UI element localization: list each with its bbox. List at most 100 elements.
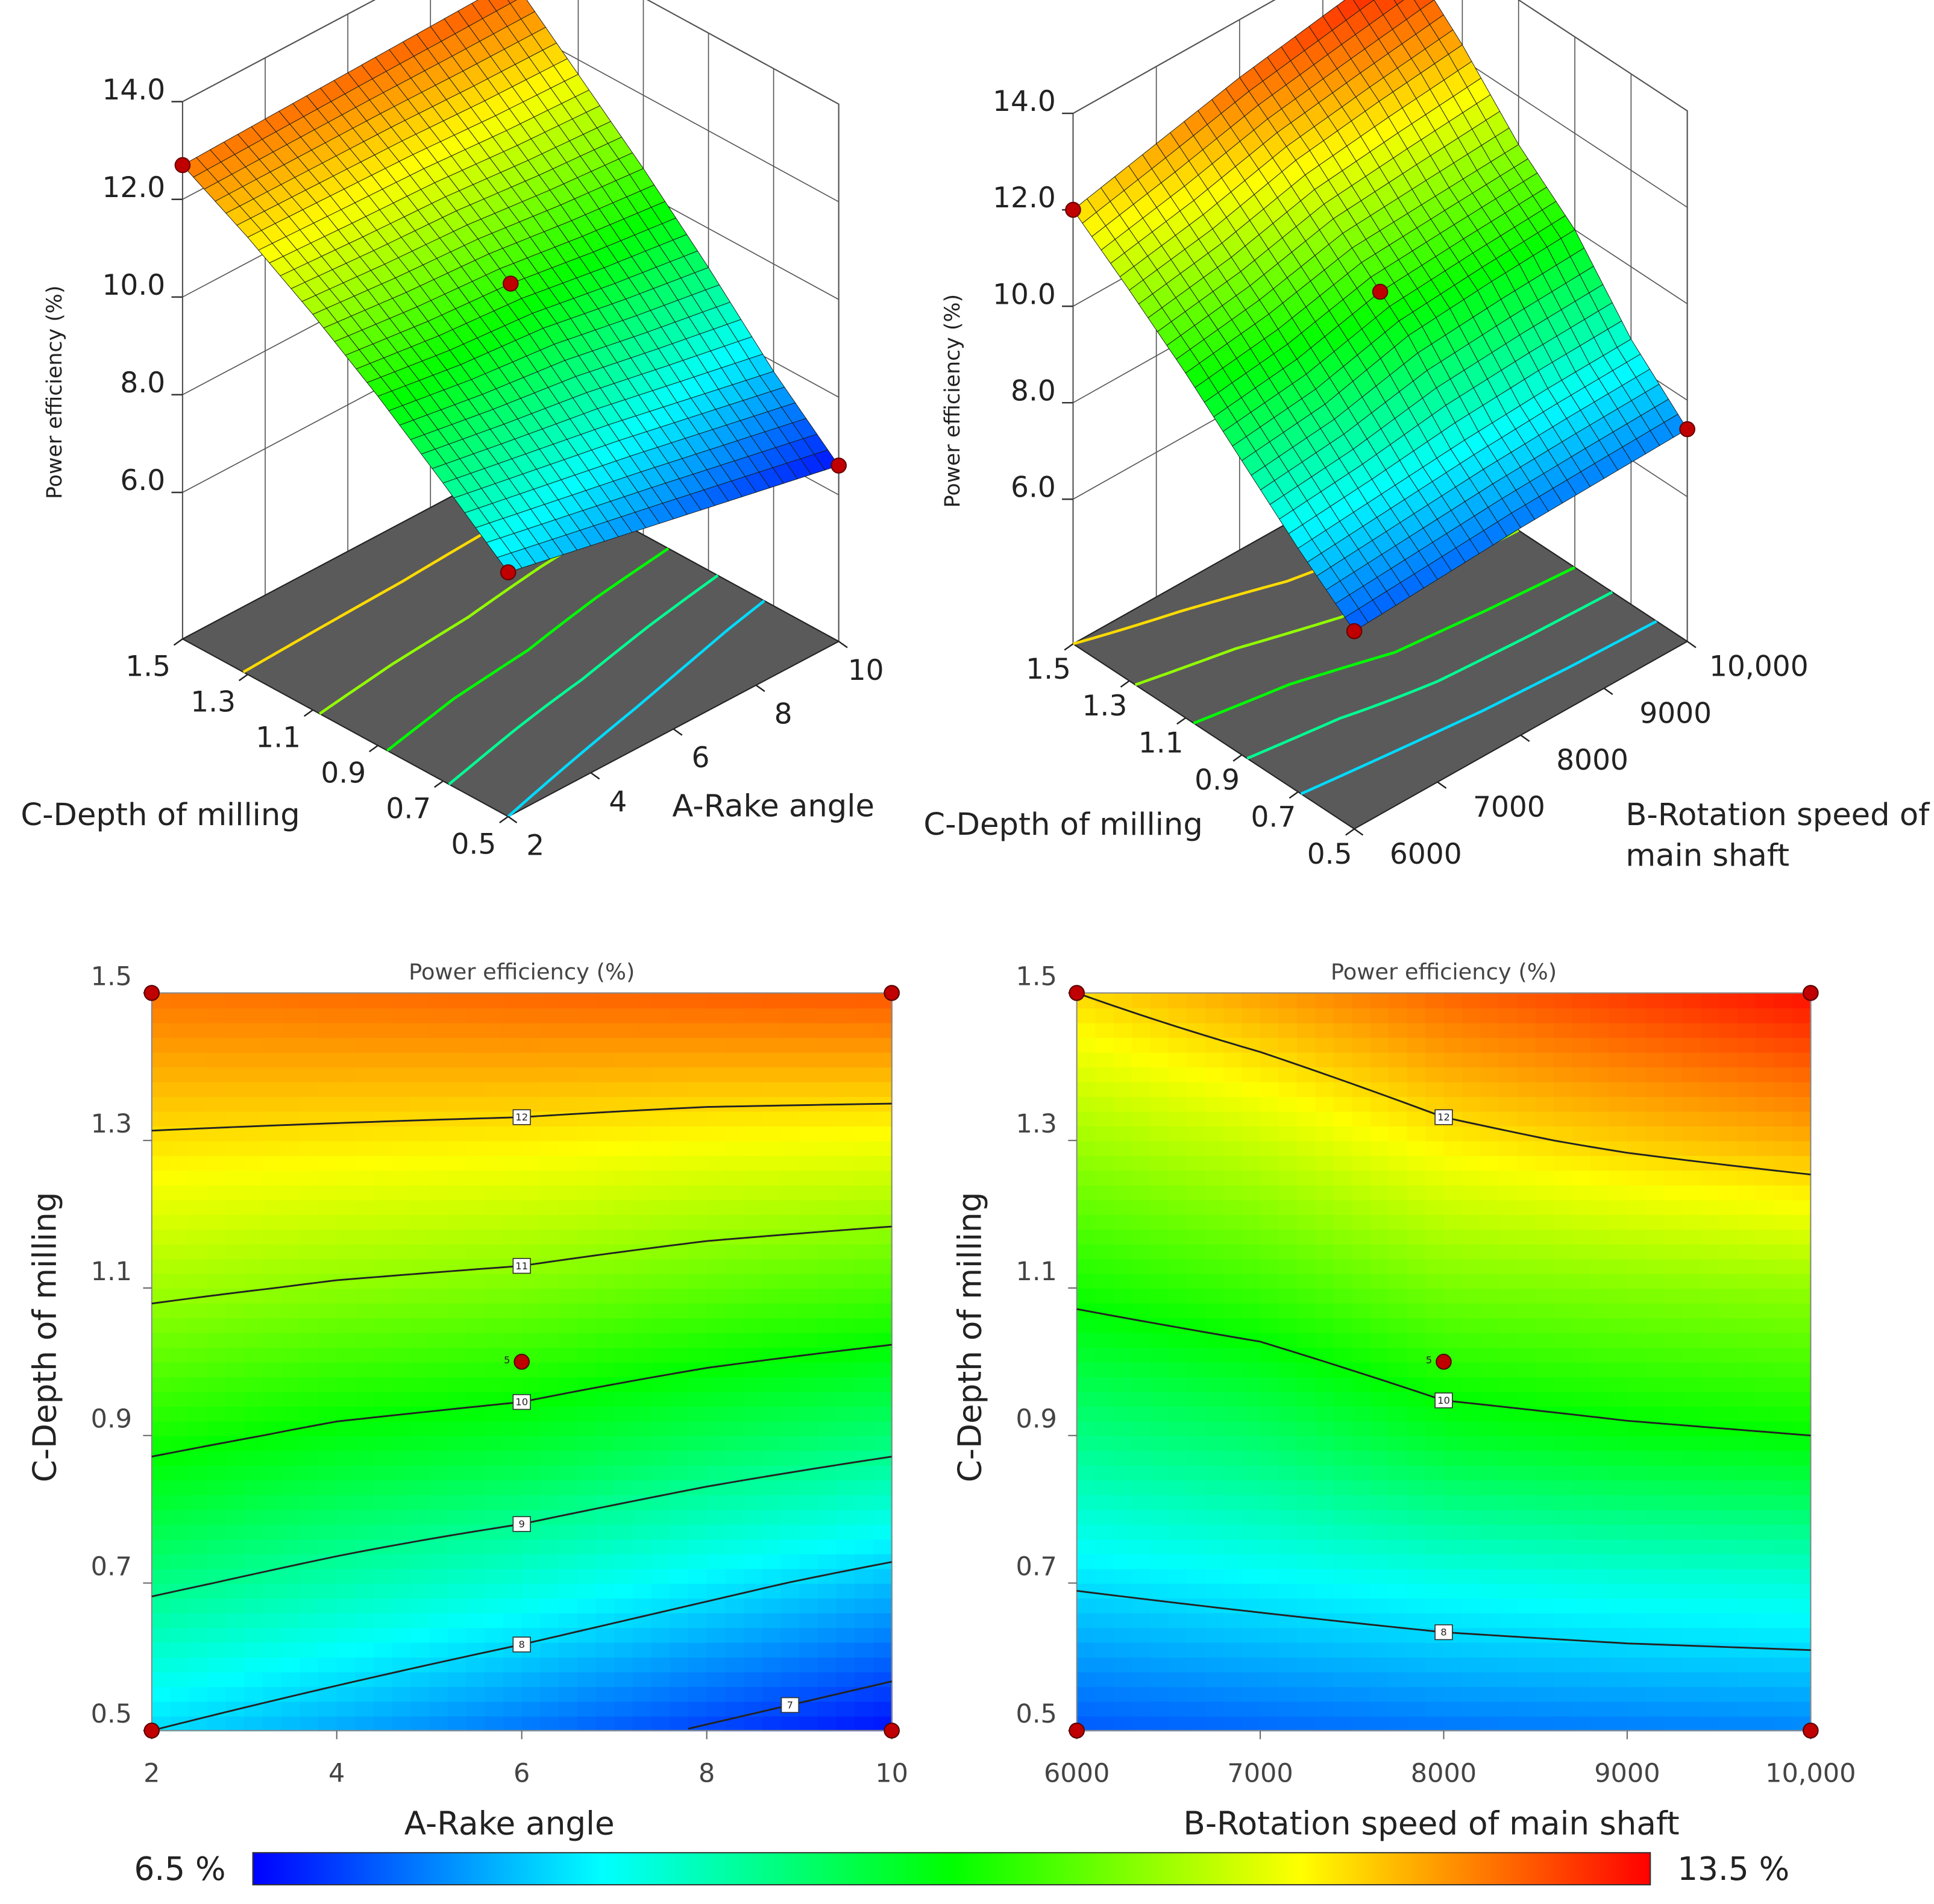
heat-cell: [1095, 1539, 1114, 1554]
heat-cell: [1389, 1642, 1408, 1658]
heat-cell: [225, 1066, 245, 1082]
heat-cell: [207, 1465, 227, 1481]
heat-cell: [1609, 1346, 1628, 1363]
surface-patch: [507, 0, 517, 4]
heat-cell: [1498, 1539, 1518, 1554]
design-point: [1346, 623, 1363, 639]
contour-label: 9: [518, 1518, 524, 1530]
contour-label: 7: [787, 1699, 793, 1711]
heat-cell: [1590, 1715, 1610, 1732]
heat-cell: [1645, 1465, 1665, 1481]
heat-cell: [485, 1583, 504, 1599]
heat-cell: [1315, 1317, 1335, 1333]
heat-cell: [1168, 1509, 1188, 1525]
heat-cell: [1737, 1671, 1757, 1688]
heat-cell: [1645, 1627, 1665, 1643]
heat-cell: [355, 1509, 375, 1525]
heat-cell: [1498, 1465, 1518, 1481]
heat-cell: [595, 1362, 615, 1378]
heat-cell: [799, 1332, 819, 1348]
heat-cell: [1205, 1627, 1225, 1643]
heat-cell: [1242, 1671, 1261, 1688]
heat-cell: [1498, 1480, 1518, 1495]
heat-cell: [1242, 1406, 1261, 1422]
heat-cell: [1407, 1701, 1427, 1717]
heat-cell: [170, 1376, 190, 1392]
heat-cell: [410, 1642, 430, 1658]
heat-cell: [670, 1184, 689, 1201]
heat-cell: [1315, 1715, 1335, 1732]
heat-cell: [744, 1480, 764, 1495]
heat-cell: [706, 1435, 726, 1451]
heat-cell: [1296, 1656, 1316, 1673]
heat-cell: [151, 1480, 171, 1495]
heat-cell: [540, 1627, 560, 1643]
heat-cell: [540, 1273, 560, 1289]
heat-cell: [1242, 1273, 1261, 1289]
heat-cell: [207, 1184, 227, 1201]
heat-cell: [1535, 1480, 1555, 1495]
heat-cell: [300, 1406, 319, 1422]
heat-cell: [1131, 1435, 1151, 1451]
heat-cell: [651, 1686, 671, 1702]
heat-cell: [485, 1155, 504, 1171]
heat-cell: [540, 1435, 560, 1451]
heat-cell: [466, 1214, 486, 1230]
heat-cell: [392, 1568, 412, 1584]
heat-cell: [1792, 1332, 1812, 1348]
heat-cell: [1554, 1465, 1573, 1481]
heat-cell: [1461, 1553, 1481, 1569]
heat-cell: [318, 993, 338, 1009]
heat-cell: [817, 1597, 837, 1613]
heat-cell: [1095, 1421, 1114, 1436]
heat-cell: [1370, 1671, 1390, 1688]
heat-cell: [799, 993, 819, 1009]
heat-cell: [1223, 1214, 1243, 1230]
heat-cell: [1389, 1376, 1408, 1392]
heat-cell: [1535, 1376, 1555, 1392]
heat-cell: [725, 1022, 745, 1038]
heat-cell: [1315, 1258, 1335, 1274]
heat-cell: [355, 1524, 375, 1540]
heat-cell: [1425, 1539, 1445, 1554]
heat-cell: [355, 1332, 375, 1348]
heat-cell: [1498, 1346, 1518, 1363]
heat-cell: [1572, 1701, 1592, 1717]
heat-cell: [1535, 1406, 1555, 1422]
heat-cell: [151, 1509, 171, 1525]
heat-cell: [151, 1332, 171, 1348]
heat-cell: [1131, 1302, 1151, 1319]
heat-cell: [1370, 1391, 1390, 1407]
heat-cell: [485, 1656, 504, 1673]
heat-cell: [355, 1037, 375, 1053]
heat-cell: [540, 1686, 560, 1702]
heat-cell: [706, 1081, 726, 1098]
heat-cell: [466, 1155, 486, 1171]
heat-cell: [1296, 1287, 1316, 1304]
heat-cell: [1774, 1376, 1794, 1392]
heat-cell: [1756, 1421, 1775, 1436]
heat-cell: [1260, 1642, 1279, 1658]
tick-mark: [1603, 687, 1613, 696]
heat-cell: [1498, 1597, 1518, 1613]
heat-cell: [466, 1612, 486, 1629]
heat-cell: [300, 1435, 319, 1451]
heat-cell: [189, 1066, 209, 1082]
heat-cell: [744, 1509, 764, 1525]
heat-cell: [1352, 1642, 1371, 1658]
heat-cell: [651, 1480, 671, 1495]
heat-cell: [429, 1406, 449, 1422]
heat-cell: [725, 1450, 745, 1466]
heat-cell: [1352, 1184, 1371, 1201]
heat-cell: [244, 1052, 264, 1068]
heat-cell: [355, 1494, 375, 1510]
heat-cell: [836, 1052, 856, 1068]
heat-cell: [447, 1612, 467, 1629]
heat-cell: [873, 1656, 893, 1673]
heat-cell: [225, 1155, 245, 1171]
heat-cell: [577, 1273, 597, 1289]
heat-cell: [1756, 1494, 1775, 1510]
heat-cell: [1278, 1715, 1298, 1732]
heat-cell: [447, 1524, 467, 1540]
heat-cell: [1572, 1376, 1592, 1392]
